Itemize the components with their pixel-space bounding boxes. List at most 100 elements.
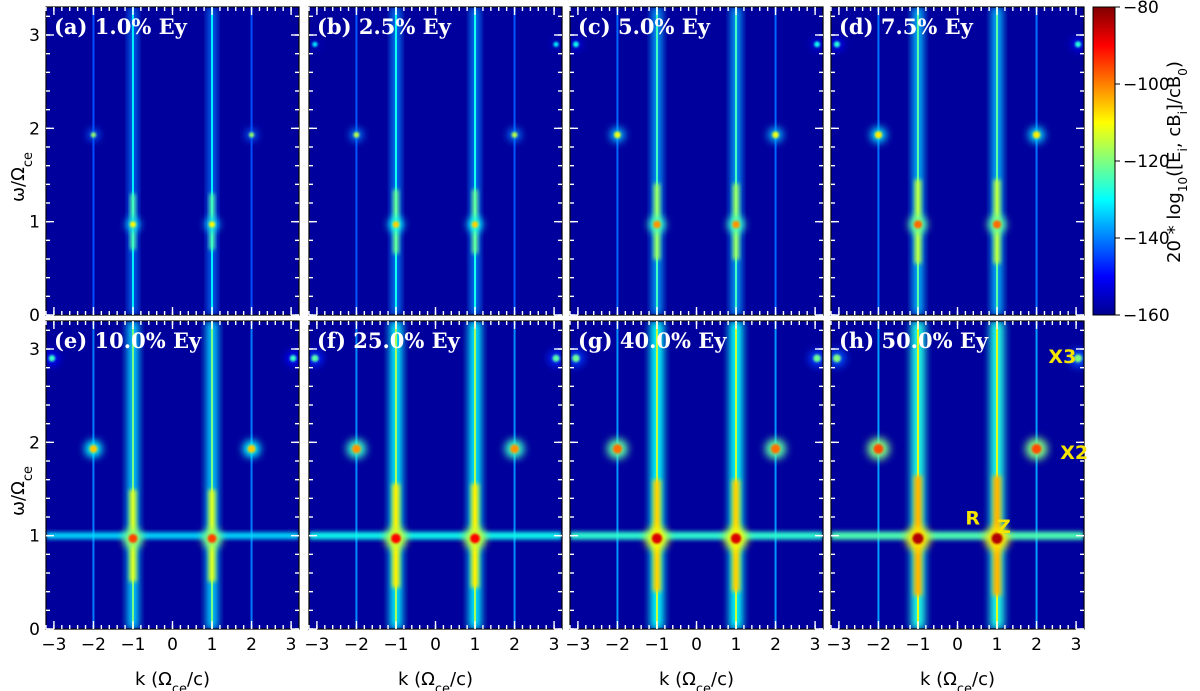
spot-k2-w2 — [511, 131, 518, 138]
spot-k-1-w1 — [651, 533, 663, 544]
panels-group: (a) 1.0% Ey 0 1 2 3 (b) 2.5% Ey (c) 5.0% Ey (d)… — [29, 6, 1088, 655]
line-k1 — [996, 321, 999, 629]
panel-title: (f) 25.0% Ey — [317, 328, 461, 353]
line-k-2 — [616, 7, 619, 315]
x-axis-labels: k (Ωce/c) k (Ωce/c) k (Ωce/c) k (Ωce/c) — [135, 669, 995, 691]
spot-k2-w2 — [247, 444, 256, 453]
y-tick-label: 1 — [29, 527, 40, 547]
x-tick-label: −2 — [344, 635, 369, 655]
spot-k-3-w3 — [311, 354, 319, 362]
spot-k-3-w3 — [312, 41, 318, 47]
colorbar-label: 20 * log10([Ei, cBi]/cB0) — [1164, 61, 1190, 263]
spot-k-3-w3 — [572, 354, 580, 363]
spot-k-1-w1 — [391, 533, 401, 544]
spot-k1-w1 — [732, 220, 740, 229]
line-k2 — [1035, 321, 1038, 629]
line-k-1 — [131, 321, 134, 629]
spot-k-1-w1 — [392, 221, 400, 228]
panel-background — [570, 7, 823, 315]
line-k2 — [250, 7, 253, 315]
y-tick-label: 0 — [29, 306, 40, 326]
line-k-2 — [616, 321, 619, 629]
line-k-2 — [355, 7, 358, 315]
x-tick-label: 3 — [1071, 635, 1082, 655]
line-k1 — [474, 7, 477, 315]
line-k-2 — [877, 7, 880, 315]
x-axis-label: k (Ωce/c) — [398, 669, 473, 691]
line-k2 — [774, 7, 777, 315]
spot-k1-w1 — [991, 532, 1003, 544]
line-k2 — [513, 321, 516, 629]
x-tick-label: 2 — [246, 635, 257, 655]
panel-ticks — [569, 7, 823, 316]
panel-ticks — [308, 321, 562, 630]
x-tick-label: 2 — [509, 635, 520, 655]
panel-background — [309, 321, 562, 629]
spot-k3-w3 — [289, 355, 297, 362]
panel-g: (g) 40.0% Ey −3 −2 −1 0 1 2 3 — [565, 320, 824, 655]
x-tick-label: −1 — [383, 635, 408, 655]
panel-ticks — [830, 321, 1084, 630]
y-tick-label: 1 — [29, 213, 40, 233]
x-tick-label: −2 — [866, 635, 891, 655]
spot-k3-w3 — [813, 354, 821, 363]
x-tick-label: −1 — [905, 635, 930, 655]
line-k-1 — [131, 7, 134, 315]
panel-ticks — [45, 7, 299, 316]
x-tick-label: 0 — [430, 635, 441, 655]
spot-k-1-w1 — [913, 220, 923, 229]
x-tick-label: −2 — [81, 635, 106, 655]
line-k-1 — [655, 321, 658, 629]
x-tick-label: −3 — [41, 635, 66, 655]
x-tick-label: 2 — [770, 635, 781, 655]
panel-title: (e) 10.0% Ey — [54, 328, 202, 353]
spot-k-3-w3 — [573, 41, 579, 48]
line-k1 — [996, 7, 999, 315]
spot-k1-w1 — [730, 533, 742, 544]
panel-d: (d) 7.5% Ey — [830, 6, 1085, 316]
x-tick-label: 1 — [207, 635, 218, 655]
spot-k-2-w2 — [352, 444, 361, 454]
spot-k1-w1 — [992, 220, 1002, 229]
x-tick-label: 0 — [691, 635, 702, 655]
spot-k2-w2 — [1031, 443, 1042, 454]
panel-ticks — [45, 321, 299, 630]
line-k-1 — [655, 7, 658, 315]
band-omega1 — [46, 532, 299, 539]
y-tick-label: 2 — [29, 119, 40, 139]
spot-k3-w3 — [814, 41, 820, 48]
colorbar-tick-label: −160 — [1123, 306, 1170, 326]
line-k1 — [474, 321, 477, 629]
line-k2 — [1035, 7, 1038, 315]
x-tick-label: −3 — [565, 635, 590, 655]
spot-k-1-w1 — [653, 220, 661, 229]
panel-background — [831, 7, 1084, 315]
line-k-1 — [394, 7, 397, 315]
spot-k-1-w1 — [128, 534, 138, 543]
panel-h: (h) 50.0% Ey −3 −2 −1 0 1 2 3 X3 X2 R Z — [826, 320, 1088, 655]
spot-k-3-w3 — [832, 354, 841, 363]
x-tick-label: 3 — [549, 635, 560, 655]
spot-k3-w3 — [1074, 354, 1083, 363]
panel-c: (c) 5.0% Ey — [569, 6, 824, 316]
x-axis-label: k (Ωce/c) — [920, 669, 995, 691]
panel-f: (f) 25.0% Ey −3 −2 −1 0 1 2 3 — [304, 320, 563, 655]
colorbar-tick-label: −80 — [1123, 0, 1159, 18]
spot-k2-w2 — [248, 132, 255, 138]
panel-title: (d) 7.5% Ey — [839, 14, 974, 39]
x-tick-label: −2 — [605, 635, 630, 655]
band-omega1 — [570, 531, 823, 540]
line-k-1 — [916, 321, 919, 629]
spot-k3-w3 — [553, 41, 559, 47]
spot-k-3-w3 — [833, 41, 841, 48]
colorbar-ticks: −80 −100 −120 −140 −160 — [1115, 0, 1170, 326]
spot-k-1-w1 — [912, 532, 924, 544]
colorbar-gradient — [1092, 6, 1116, 316]
panel-background — [570, 321, 823, 629]
x-tick-label: −1 — [644, 635, 669, 655]
spot-k1-w1 — [470, 533, 480, 544]
y-axis-label-bottom: ω/Ωce — [8, 466, 36, 516]
annotation-x3: X3 — [1048, 346, 1076, 368]
panel-title: (b) 2.5% Ey — [317, 14, 452, 39]
panel-background — [46, 7, 299, 315]
